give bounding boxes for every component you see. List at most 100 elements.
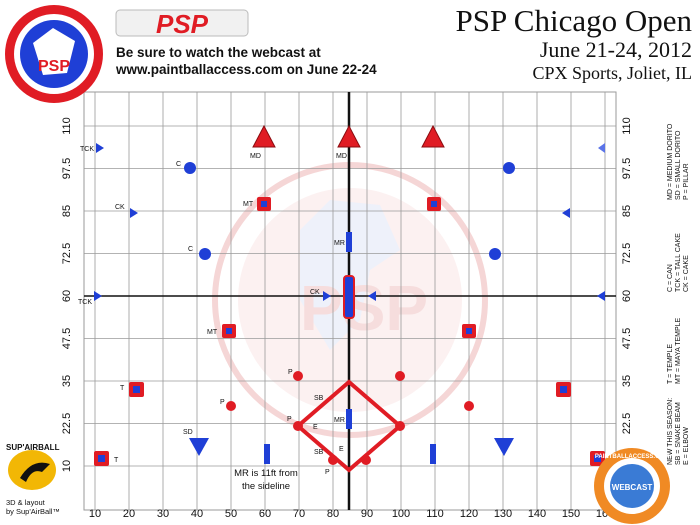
- x-tick-label: 80: [327, 508, 339, 520]
- medium-dorito-right: [421, 124, 445, 148]
- medium-dorito-center: [337, 124, 361, 148]
- legend-line: E = ELBOW: [683, 427, 690, 465]
- event-dates: June 21-24, 2012: [539, 37, 692, 62]
- legend-line: P = PILLAR: [683, 163, 690, 200]
- legend-line: CK = CAKE: [683, 255, 690, 292]
- cake-center-right: [368, 291, 376, 301]
- mini-rect-right: [430, 444, 436, 464]
- x-tick-label: 30: [157, 508, 169, 520]
- small-dorito-right: [494, 438, 514, 456]
- mr-note: MR is 11ft from the sideline: [234, 468, 298, 492]
- psp-seal-logo: PSP: [5, 5, 103, 103]
- y-tick-label-left: 97.5: [61, 158, 73, 179]
- event-title: PSP Chicago Open: [455, 3, 692, 38]
- temple-corner-left: [94, 451, 109, 466]
- y-tick-label-right: 72.5: [621, 243, 633, 264]
- obstacle-labels: MD MD C TCK CK MT C MR TCK CK MT P T P S…: [78, 146, 347, 476]
- can-top-left: [184, 162, 196, 174]
- maya-temple-top-right: [427, 197, 441, 211]
- psp-logo-text: PSP: [156, 9, 209, 39]
- cake-right: [562, 208, 570, 218]
- webcast-link[interactable]: www.paintballaccess.com on June 22-24: [116, 62, 377, 77]
- obstacle-label: MR: [334, 417, 345, 424]
- x-tick-label: 10: [89, 508, 101, 520]
- y-tick-label-left: 60: [61, 290, 73, 302]
- tall-cake-top-right: [598, 143, 605, 153]
- x-tick-label: 40: [191, 508, 203, 520]
- webcast-seal-logo: PAINTBALLACCESS.COM WEBCAST: [594, 448, 670, 524]
- y-tick-label-left: 85: [61, 205, 73, 217]
- obstacle-label: SB: [314, 395, 324, 402]
- pillar-upper-left: [293, 371, 303, 381]
- y-tick-label-left: 35: [61, 375, 73, 387]
- x-tick-label: 50: [225, 508, 237, 520]
- pillar-upper-right: [395, 371, 405, 381]
- legend-line: T = TEMPLE: [667, 344, 674, 384]
- pillar-bottom-left: [328, 455, 338, 465]
- temple-right: [556, 382, 571, 397]
- mr-note-line: the sideline: [242, 481, 290, 492]
- obstacles: [94, 124, 605, 466]
- obstacle-label: P: [325, 469, 330, 476]
- legend-new-label: NEW THIS SEASON:: [667, 398, 674, 465]
- x-tick-label: 20: [123, 508, 135, 520]
- webcast-line: Be sure to watch the webcast at: [116, 45, 321, 60]
- center-snake-block: [343, 275, 355, 319]
- supairball-caption: 3D & layout by Sup'AirBall™: [6, 498, 60, 516]
- x-tick-label: 90: [361, 508, 373, 520]
- y-tick-label-right: 85: [621, 205, 633, 217]
- event-venue: CPX Sports, Joliet, IL: [532, 63, 692, 83]
- legend-line: SB = SNAKE BEAM: [675, 402, 682, 465]
- mr-note-line: MR is 11ft from: [234, 468, 298, 479]
- y-tick-label-right: 97.5: [621, 158, 633, 179]
- y-tick-label-right: 110: [621, 117, 633, 135]
- obstacle-label: CK: [310, 289, 320, 296]
- pillar-elbow-left: [293, 421, 303, 431]
- legend-line: C = CAN: [667, 264, 674, 292]
- obstacle-label: P: [287, 416, 292, 423]
- event-title-block: PSP Chicago Open June 21-24, 2012 CPX Sp…: [455, 4, 692, 84]
- cake-center-left: [323, 291, 331, 301]
- legend-line: TCK = TALL CAKE: [675, 233, 682, 292]
- y-tick-label-right: 47.5: [621, 328, 633, 349]
- can-top-right: [503, 162, 515, 174]
- tall-cake-mid-left: [94, 291, 102, 301]
- legend-line: MT = MAYA TEMPLE: [675, 317, 682, 384]
- obstacle-label: MD: [336, 153, 347, 160]
- legend: MD = MEDIUM DORITO SD = SMALL DORITO P =…: [667, 123, 690, 465]
- temple-corner-right: [590, 451, 605, 466]
- y-tick-label-right: 35: [621, 375, 633, 387]
- can-mid-left: [199, 248, 211, 260]
- tall-cake-mid-right: [597, 291, 605, 301]
- obstacle-label: MT: [243, 201, 254, 208]
- obstacle-label: MT: [207, 329, 218, 336]
- axis-tick-labels: 10 20 30 40 50 60 70 80 90 100 110 120 130 140 150 1601…: [61, 117, 633, 520]
- webcast-seal-text: PAINTBALLACCESS.COM: [595, 454, 669, 460]
- mini-rect-top: [346, 232, 352, 252]
- y-tick-label-right: 60: [621, 290, 633, 302]
- cake-left: [130, 208, 138, 218]
- obstacle-label: CK: [115, 204, 125, 211]
- x-tick-label: 70: [293, 508, 305, 520]
- y-tick-label-right: 22.5: [621, 413, 633, 434]
- webcast-notice: Be sure to watch the webcast at www.pain…: [116, 44, 377, 78]
- y-tick-label-left: 110: [61, 117, 73, 135]
- maya-temple-top-left: [257, 197, 271, 211]
- x-tick-label: 150: [562, 508, 580, 520]
- obstacle-label: T: [114, 457, 119, 464]
- temple-left: [129, 382, 144, 397]
- legend-line: MD = MEDIUM DORITO: [667, 123, 674, 200]
- y-tick-label-left: 22.5: [61, 413, 73, 434]
- x-tick-label: 130: [494, 508, 512, 520]
- pillar-elbow-right: [395, 421, 405, 431]
- obstacle-label: TCK: [80, 146, 94, 153]
- svg-text:PSP: PSP: [300, 272, 428, 344]
- y-tick-label-left: 47.5: [61, 328, 73, 349]
- obstacle-label: SB: [314, 449, 324, 456]
- maya-temple-low-left: [222, 324, 236, 338]
- psp-seal-text: PSP: [38, 58, 70, 75]
- obstacle-label: C: [188, 246, 193, 253]
- legend-line: SD = SMALL DORITO: [675, 130, 682, 200]
- obstacle-label: C: [176, 161, 181, 168]
- webcast-seal-sub: WEBCAST: [612, 483, 653, 492]
